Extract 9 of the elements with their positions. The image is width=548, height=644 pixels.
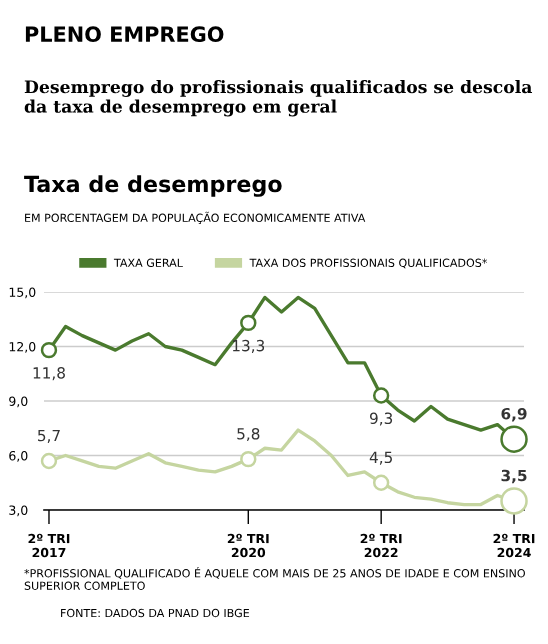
point [372,474,390,491]
text: Taxa de desemprego [24,175,282,197]
chart-title: PLENO EMPREGO [25,26,224,43]
point [40,452,58,470]
point [240,450,257,468]
point [240,314,257,332]
point [372,387,390,404]
point [40,341,58,359]
chart-subtitle: Desemprego do profissionais qualificados se descola da taxa de desemprego em geral [24,80,533,117]
